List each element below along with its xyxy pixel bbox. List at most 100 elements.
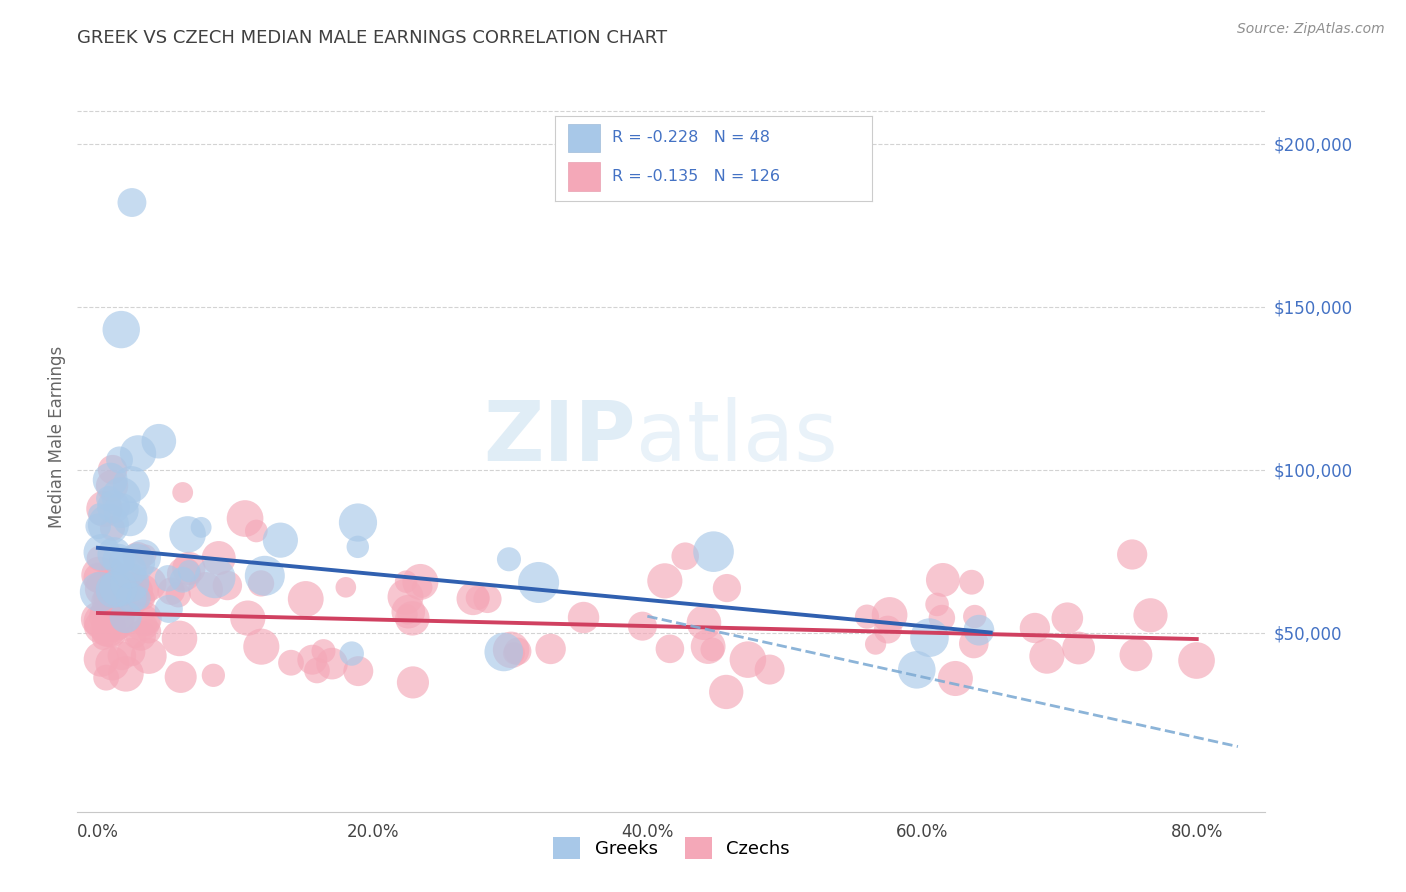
Point	[96, 591, 118, 605]
Point	[91, 582, 114, 596]
Point	[409, 574, 432, 589]
Point	[876, 623, 898, 637]
Y-axis label: Median Male Earnings: Median Male Earnings	[48, 346, 66, 528]
Point	[396, 605, 419, 619]
Point	[269, 533, 291, 548]
Text: atlas: atlas	[636, 397, 838, 477]
Point	[1121, 548, 1143, 562]
Point	[492, 645, 515, 659]
Point	[138, 648, 160, 663]
Point	[90, 545, 112, 559]
Point	[527, 575, 550, 590]
Point	[347, 516, 370, 530]
Point	[128, 591, 150, 606]
Point	[103, 500, 125, 514]
Point	[98, 564, 121, 578]
Point	[312, 644, 335, 658]
Point	[104, 622, 127, 636]
Point	[91, 606, 114, 620]
Point	[1125, 648, 1147, 662]
Point	[506, 644, 529, 658]
Point	[280, 656, 302, 670]
Legend: Greeks, Czechs: Greeks, Czechs	[546, 830, 797, 866]
Point	[865, 637, 887, 651]
Text: GREEK VS CZECH MEDIAN MALE EARNINGS CORRELATION CHART: GREEK VS CZECH MEDIAN MALE EARNINGS CORR…	[77, 29, 668, 47]
Point	[98, 615, 121, 630]
Point	[202, 668, 225, 682]
Point	[170, 670, 193, 684]
Point	[90, 609, 112, 624]
Point	[217, 578, 239, 592]
Point	[1067, 640, 1090, 655]
Point	[402, 675, 425, 690]
Point	[702, 642, 724, 657]
Text: R = -0.228   N = 48: R = -0.228 N = 48	[613, 130, 770, 145]
Point	[498, 552, 520, 566]
Point	[204, 571, 226, 585]
Point	[856, 609, 879, 624]
Point	[396, 607, 419, 622]
Point	[129, 629, 152, 643]
Point	[124, 631, 146, 645]
Point	[100, 618, 122, 632]
Point	[658, 641, 681, 656]
Point	[177, 561, 200, 575]
Point	[118, 563, 141, 577]
Point	[918, 631, 941, 645]
Point	[173, 566, 195, 581]
Point	[540, 642, 562, 657]
Point	[120, 645, 142, 659]
Point	[101, 583, 124, 598]
Point	[118, 512, 141, 526]
Point	[112, 600, 135, 615]
Point	[673, 549, 696, 564]
Point	[716, 685, 738, 699]
Point	[96, 625, 118, 640]
Point	[394, 590, 416, 604]
Point	[931, 611, 953, 625]
Point	[1056, 611, 1078, 625]
Point	[963, 636, 986, 650]
Point	[135, 618, 157, 632]
Point	[105, 616, 128, 631]
Point	[138, 624, 160, 639]
Point	[190, 520, 212, 534]
Text: Source: ZipAtlas.com: Source: ZipAtlas.com	[1237, 22, 1385, 37]
Point	[111, 648, 134, 663]
Point	[115, 666, 138, 681]
Point	[160, 584, 183, 599]
Point	[107, 552, 129, 566]
Point	[97, 622, 120, 636]
Point	[101, 479, 124, 493]
Point	[120, 477, 142, 491]
Point	[97, 491, 120, 506]
Point	[89, 551, 111, 566]
Point	[305, 664, 328, 678]
Point	[127, 446, 149, 460]
Point	[118, 566, 141, 581]
Point	[737, 652, 759, 666]
Point	[461, 591, 484, 606]
Point	[118, 575, 141, 590]
Point	[401, 611, 423, 625]
Point	[101, 562, 124, 576]
Point	[93, 501, 115, 516]
Point	[89, 568, 111, 582]
Point	[477, 592, 499, 607]
Point	[346, 540, 368, 554]
Point	[110, 503, 132, 517]
Point	[127, 583, 149, 598]
Point	[169, 632, 191, 646]
Point	[172, 573, 194, 587]
Point	[87, 612, 110, 626]
Point	[103, 588, 125, 602]
Point	[177, 564, 200, 578]
Point	[100, 588, 122, 602]
Point	[135, 549, 157, 563]
Point	[503, 646, 526, 660]
Point	[125, 556, 148, 570]
Point	[104, 574, 127, 589]
Point	[335, 580, 357, 594]
Point	[148, 434, 170, 449]
Point	[294, 592, 316, 607]
